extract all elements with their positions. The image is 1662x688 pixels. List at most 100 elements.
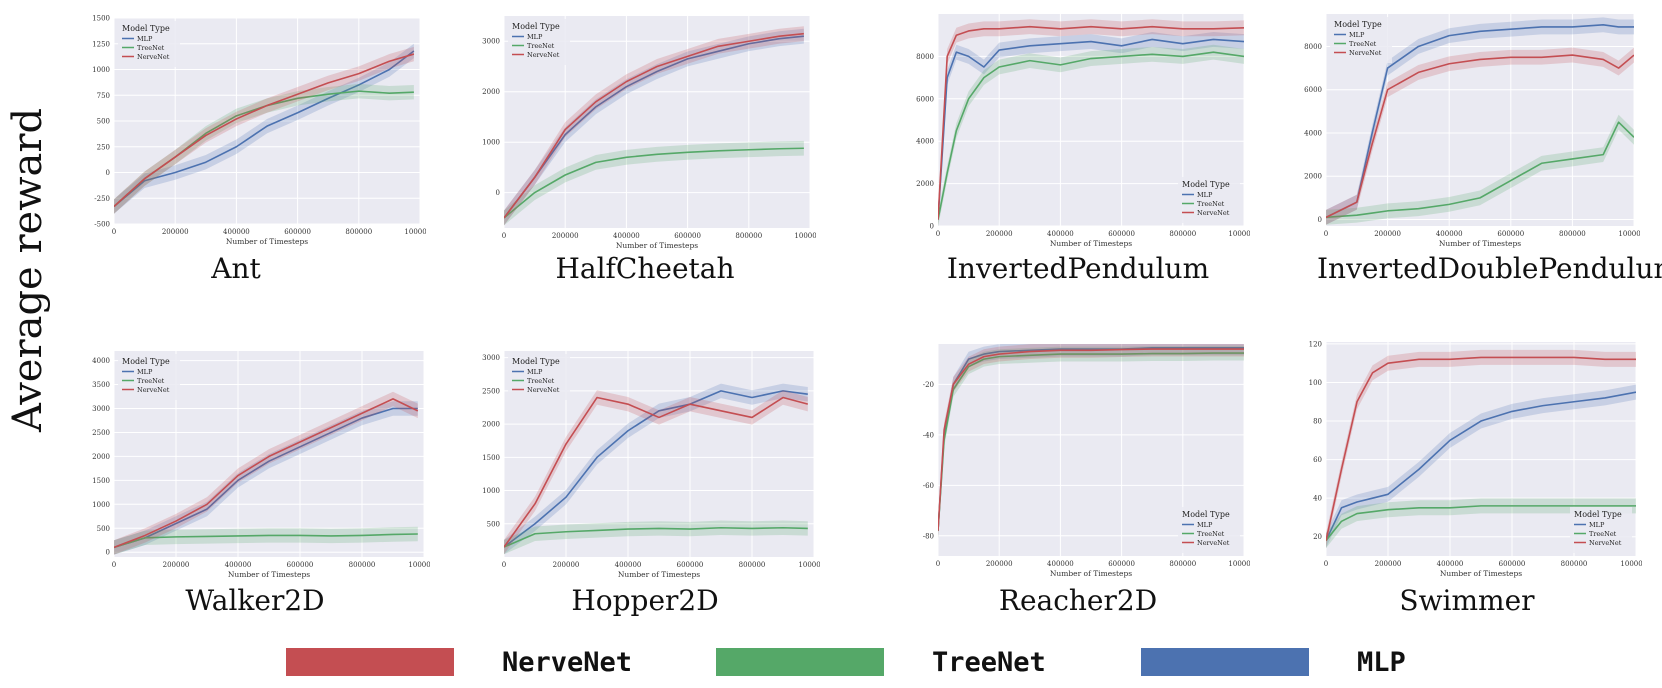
x-tick-label: 200000 (986, 230, 1013, 238)
x-tick-label: 200000 (1375, 560, 1402, 568)
x-axis-label: Number of Timesteps (1440, 569, 1522, 578)
x-tick-label: 0 (936, 560, 940, 568)
series-line-treenet (504, 526, 808, 548)
legend-item-nervenet: NerveNet (286, 642, 632, 682)
env-title-inverteddoublependulum: InvertedDoublePendulum (1317, 252, 1662, 285)
env-title-halfcheetah: HalfCheetah (555, 252, 735, 285)
legend-title: Model Type (512, 357, 560, 366)
series-line-nervenet (504, 32, 804, 219)
series-band-mlp (1326, 384, 1636, 549)
x-tick-label: 400000 (615, 561, 642, 569)
series-group (1326, 349, 1636, 549)
x-tick-label: 200000 (163, 561, 190, 569)
y-tick-label: 6000 (916, 95, 934, 103)
series-band-treenet (504, 520, 808, 555)
y-tick-label: -250 (94, 195, 110, 203)
x-tick-label: 1000000 (408, 561, 430, 569)
series-line-nervenet (504, 396, 809, 548)
series-band-treenet (1326, 498, 1636, 549)
x-axis-label: Number of Timesteps (1050, 569, 1132, 578)
x-tick-label: 400000 (1437, 560, 1464, 568)
series-line-nervenet (114, 398, 419, 549)
chart-svg: 0 200000 400000 600000 800000 1000000 0 500 1000… (92, 351, 430, 579)
series-band-nervenet (1326, 47, 1634, 225)
legend-title: Model Type (122, 24, 170, 33)
y-tick-label: 8000 (916, 53, 934, 61)
legend-item-treenet: TreeNet (716, 642, 1046, 682)
y-tick-label: 4000 (1304, 129, 1322, 137)
legend-box (1178, 177, 1240, 223)
x-tick-label: 0 (502, 232, 506, 240)
chart-halfcheetah: 0 200000 400000 600000 800000 1000000 0 1000 200… (470, 10, 816, 256)
series-band-mlp (1326, 17, 1634, 225)
y-tick-label: 2500 (482, 387, 500, 395)
legend-label-nervenet: NerveNet (527, 51, 560, 59)
y-tick-label: 750 (97, 92, 110, 100)
legend-swatch-nervenet (286, 648, 454, 676)
y-tick-label: -500 (94, 221, 110, 229)
legend-label-treenet: TreeNet (137, 44, 165, 52)
x-tick-label: 1000000 (404, 228, 426, 236)
x-tick-label: 0 (112, 561, 116, 569)
series-line-nervenet (114, 53, 415, 208)
y-tick-label: 2000 (482, 88, 500, 96)
series-band-treenet (114, 526, 418, 555)
legend-title: Model Type (1334, 20, 1382, 29)
legend-label-nervenet: NerveNet (1349, 49, 1382, 57)
legend-label-treenet: TreeNet (1349, 40, 1377, 48)
y-tick-label: 1500 (92, 15, 110, 23)
x-axis-label: Number of Timesteps (616, 241, 698, 250)
legend-label-mlp: MLP (1589, 521, 1605, 529)
legend-title: Model Type (1574, 510, 1622, 519)
legend-box (118, 354, 180, 400)
legend-label-nervenet: NerveNet (137, 386, 170, 394)
series-line-mlp (504, 35, 804, 219)
series-group (504, 26, 804, 226)
x-axis-label: Number of Timesteps (1439, 239, 1521, 248)
legend-box (508, 19, 570, 65)
y-tick-label: 0 (106, 169, 110, 177)
legend-label-mlp: MLP (137, 35, 153, 43)
y-tick-label: 250 (97, 143, 110, 151)
legend-label-treenet: TreeNet (1197, 530, 1225, 538)
y-tick-label: 500 (487, 520, 500, 528)
chart-svg: 0 200000 400000 600000 800000 1000000 20 40 60 80… (1309, 340, 1642, 578)
y-tick-label: 2000 (482, 421, 500, 429)
series-line-treenet (114, 533, 418, 549)
y-tick-label: 0 (496, 189, 500, 197)
series-band-treenet (1326, 114, 1634, 225)
chart-walker2d: 0 200000 400000 600000 800000 1000000 0 500 1000… (80, 345, 430, 585)
y-tick-label: 20 (1313, 533, 1322, 541)
y-tick-label: 6000 (1304, 86, 1322, 94)
legend-label-mlp: MLP (527, 33, 543, 41)
y-tick-label: 100 (1309, 379, 1322, 387)
chart-svg: 0 200000 400000 600000 800000 1000000 0 2000 400… (916, 14, 1250, 248)
x-tick-label: 800000 (345, 228, 372, 236)
env-title-invertedpendulum: InvertedPendulum (946, 252, 1210, 285)
legend-label-mlp: MLP (1349, 31, 1365, 39)
legend-box (1570, 507, 1632, 553)
legend-label-mlp: MLP (1357, 646, 1406, 678)
y-tick-label: 120 (1309, 340, 1322, 348)
legend-label-treenet: TreeNet (527, 42, 555, 50)
y-tick-label: 1500 (92, 477, 110, 485)
x-tick-label: 600000 (1108, 230, 1135, 238)
chart-svg: 0 200000 400000 600000 800000 1000000 -500 -250… (92, 15, 426, 247)
chart-svg: 0 200000 400000 600000 800000 1000000 -80 -60 -4… (923, 344, 1250, 578)
series-line-treenet (1326, 505, 1636, 542)
x-axis-label: Number of Timesteps (1050, 239, 1132, 248)
series-band-treenet (114, 83, 414, 214)
series-line-nervenet (1326, 356, 1636, 541)
x-tick-label: 400000 (1436, 230, 1463, 238)
y-tick-label: 4000 (916, 138, 934, 146)
x-tick-label: 200000 (986, 560, 1013, 568)
y-tick-label: 3500 (92, 381, 110, 389)
x-tick-label: 200000 (553, 561, 580, 569)
y-tick-label: 2000 (1304, 173, 1322, 181)
series-group (938, 19, 1244, 226)
